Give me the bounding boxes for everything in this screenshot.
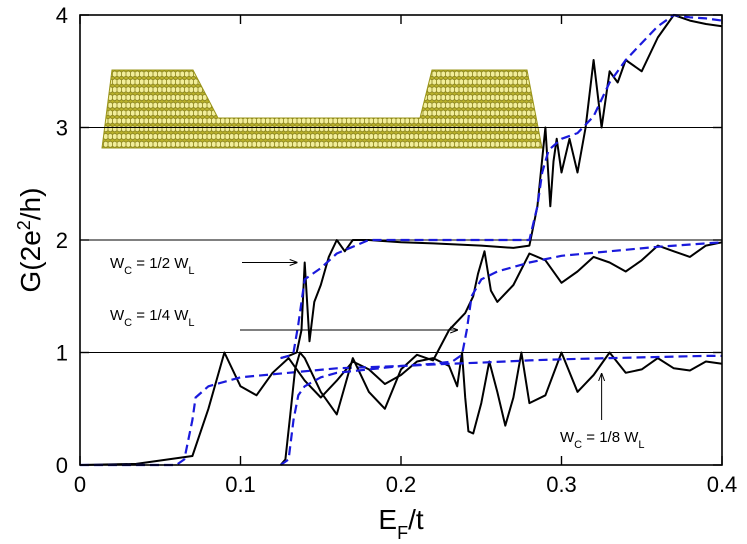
y-tick-label: 4 xyxy=(56,3,68,28)
annotations-group: WC = 1/2 WL WC = 1/4 WL WC = 1/8 WL xyxy=(110,255,645,451)
series-line-4 xyxy=(280,14,723,360)
annotation-label: WC = 1/8 WL xyxy=(560,429,645,451)
series-line-3 xyxy=(279,241,723,466)
x-tick-label: 0.4 xyxy=(707,472,738,497)
y-tick-label: 3 xyxy=(56,116,68,141)
x-tick-label: 0 xyxy=(74,472,86,497)
y-tick-label: 2 xyxy=(56,228,68,253)
nanoribbon-lattice xyxy=(101,69,543,149)
y-tick-label: 1 xyxy=(56,341,68,366)
y-axis-title: G(2e2/h) xyxy=(14,188,46,293)
y-tick-label: 0 xyxy=(56,453,68,478)
x-tick-label: 0.2 xyxy=(386,472,417,497)
series-line-2 xyxy=(279,241,723,466)
series-line-0 xyxy=(79,351,723,466)
x-tick-label: 0.3 xyxy=(546,472,577,497)
graphene-constriction-inset xyxy=(101,69,543,149)
annotation-label: WC = 1/2 WL xyxy=(110,255,195,277)
x-axis-title: EF/t xyxy=(378,504,423,543)
series-group xyxy=(79,13,723,467)
tick-group: 0 0.1 0.2 0.3 0.4 0 1 2 3 4 xyxy=(56,3,738,497)
x-tick-label: 0.1 xyxy=(225,472,256,497)
annotation-label: WC = 1/4 WL xyxy=(110,307,195,329)
series-line-5 xyxy=(280,13,723,360)
